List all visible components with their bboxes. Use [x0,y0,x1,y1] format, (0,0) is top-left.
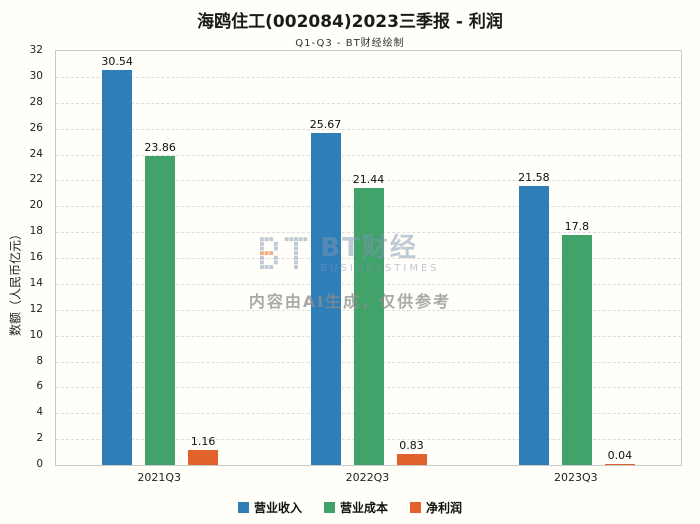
y-tick-label: 8 [36,354,43,367]
x-tick-label: 2021Q3 [137,471,181,484]
bar-营业成本-2023Q3: 17.8 [561,220,592,465]
gridline [56,102,681,104]
y-tick-label: 4 [36,406,43,419]
y-tick-label: 6 [36,380,43,393]
x-tick-label: 2022Q3 [345,471,390,484]
legend: 营业收入 营业成本 净利润 [0,499,700,516]
bar-value-label: 23.86 [144,141,176,155]
bar-营业收入-2022Q3: 25.67 [310,118,341,465]
y-tick-label: 28 [29,95,43,108]
y-tick-label: 2 [36,432,43,445]
legend-item-营业成本[interactable]: 营业成本 [323,499,388,516]
y-axis-ticks: 0 2 4 6 8 10 12 14 16 18 20 22 24 26 28 30 32 [0,44,50,470]
chart-subtitle: Q1-Q3 - BT财经绘制 [295,38,405,49]
gridline [56,76,681,78]
legend-swatch [323,502,335,513]
plot-area: 30.54 23.86 1.16 25.67 21.44 0.83 21.58 17.8 0.0… [55,50,682,466]
bar-value-label: 0.83 [399,439,424,453]
legend-label: 营业成本 [339,501,388,515]
y-tick-label: 10 [29,328,43,341]
bar-value-label: 21.44 [352,172,385,186]
y-tick-label: 30 [29,69,43,82]
x-axis-labels: 2021Q3 2022Q3 2023Q3 [55,471,682,485]
bar-净利润-2021Q3: 1.16 [188,435,219,465]
y-tick-label: 20 [29,199,43,212]
bar-value-label: 21.58 [518,170,550,184]
y-tick-label: 22 [29,173,43,186]
bar-净利润-2023Q3: 0.04 [604,449,635,465]
bar-value-label: 17.8 [564,219,590,233]
bar-value-label: 1.16 [190,435,216,448]
legend-swatch [237,502,249,513]
legend-item-营业收入[interactable]: 营业收入 [237,499,302,516]
legend-label: 净利润 [426,501,463,515]
bar-净利润-2022Q3: 0.83 [396,439,427,465]
y-tick-label: 26 [29,121,43,134]
y-tick-label: 24 [29,147,43,160]
bar-营业收入-2023Q3: 21.58 [518,171,550,465]
y-tick-label: 12 [29,302,43,315]
gridline [56,180,681,182]
y-tick-label: 0 [36,458,43,470]
y-tick-label: 18 [29,225,43,238]
bar-营业收入-2021Q3: 30.54 [101,55,133,465]
bar-营业成本-2022Q3: 21.44 [353,173,384,465]
y-tick-label: 32 [29,44,43,56]
x-tick-label: 2023Q3 [553,471,598,484]
gridline [56,128,681,130]
bar-value-label: 0.04 [607,449,633,462]
bar-value-label: 30.54 [101,54,133,68]
chart-title: 海鸥住工(002084)2023三季报 - 利润 [197,12,503,32]
legend-swatch [410,502,421,513]
legend-item-净利润[interactable]: 净利润 [410,499,462,516]
y-tick-label: 16 [29,251,43,263]
y-tick-label: 14 [29,276,43,289]
gridline [56,154,681,156]
bar-营业成本-2021Q3: 23.86 [144,141,176,465]
legend-label: 营业收入 [253,501,302,515]
bar-value-label: 25.67 [309,117,342,131]
